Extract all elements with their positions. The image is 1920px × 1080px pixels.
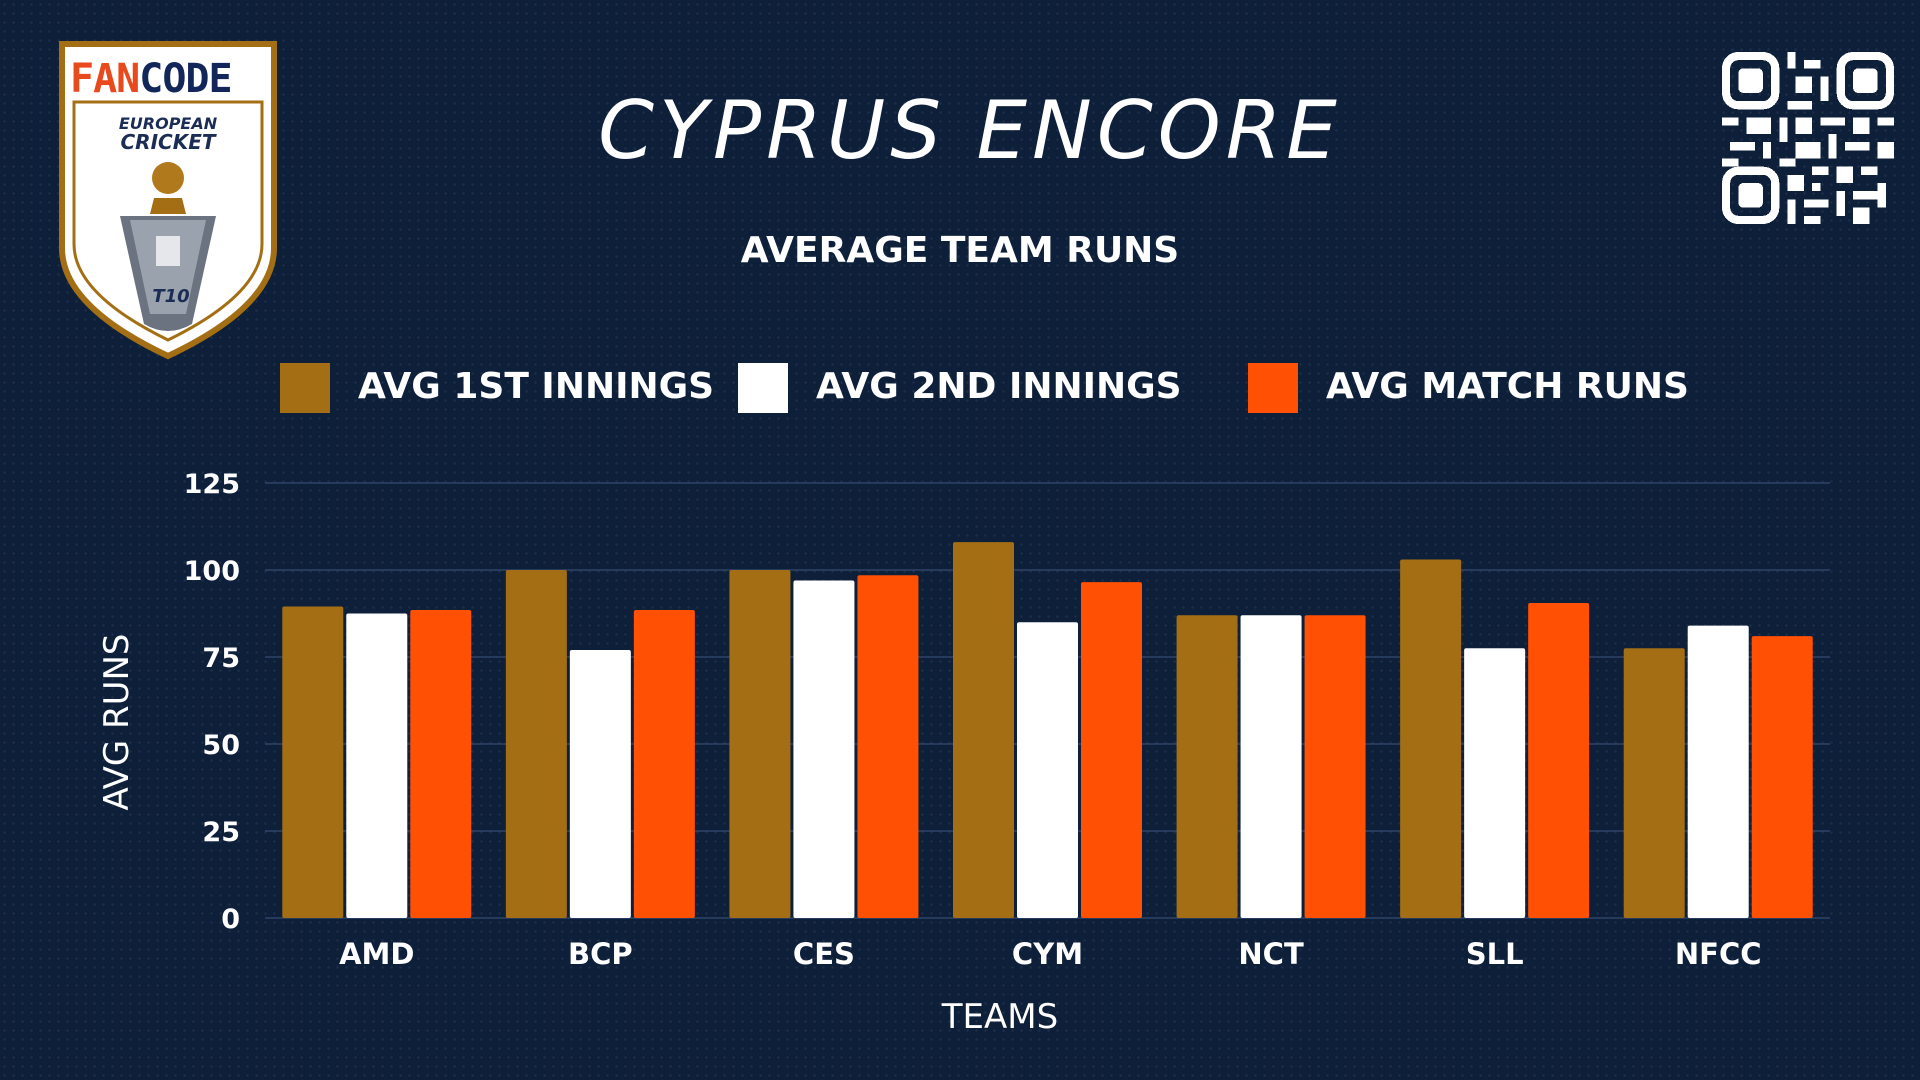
- bar: [1751, 636, 1813, 918]
- bar: [346, 613, 408, 918]
- qr-code-icon: [1722, 52, 1894, 224]
- x-tick-label: NFCC: [1675, 937, 1762, 971]
- x-tick-label: AMD: [339, 937, 414, 971]
- bar: [1464, 648, 1526, 918]
- fancode-wordmark: FANCODE: [70, 56, 233, 102]
- y-tick-label: 125: [184, 469, 240, 500]
- x-tick-label: CYM: [1012, 937, 1083, 971]
- fancode-european-cricket-logo: FANCODE EUROPEAN CRICKET T10: [56, 38, 280, 362]
- bar: [1017, 622, 1078, 918]
- bar: [1176, 615, 1238, 918]
- y-tick-label: 25: [202, 817, 240, 848]
- x-tick-label: SLL: [1466, 937, 1524, 971]
- x-axis-title: TEAMS: [941, 997, 1058, 1037]
- x-tick-label: NCT: [1238, 937, 1304, 971]
- bar: [410, 610, 472, 918]
- legend-swatch-gold: [280, 363, 330, 413]
- bar: [282, 606, 344, 918]
- page-title: CYPRUS ENCORE: [598, 84, 1342, 177]
- logo-line-european: EUROPEAN: [118, 114, 218, 133]
- x-tick-label: CES: [793, 937, 855, 971]
- bar: [953, 542, 1014, 918]
- y-tick-label: 75: [202, 643, 240, 674]
- legend-swatch-white: [738, 363, 788, 413]
- logo-badge-t10: T10: [152, 286, 190, 307]
- chart-subtitle: AVERAGE TEAM RUNS: [740, 230, 1180, 271]
- bar: [1623, 648, 1685, 918]
- bar: [793, 580, 855, 918]
- legend-swatch-orange: [1248, 363, 1298, 413]
- y-tick-label: 0: [221, 904, 240, 935]
- y-tick-label: 50: [202, 730, 240, 761]
- bar: [1400, 559, 1462, 918]
- legend-label: AVG MATCH RUNS: [1326, 366, 1689, 407]
- bar: [569, 650, 631, 918]
- bar: [729, 570, 791, 918]
- x-tick-label: BCP: [568, 937, 633, 971]
- bar: [1240, 615, 1302, 918]
- bar: [1081, 582, 1142, 918]
- bar: [1528, 603, 1590, 918]
- shield-trophy-logo: [59, 41, 277, 360]
- bar: [1304, 615, 1366, 918]
- y-tick-label: 100: [184, 556, 240, 587]
- bar: [633, 610, 695, 918]
- logo-line-cricket: CRICKET: [120, 130, 216, 154]
- y-axis-title: AVG RUNS: [97, 633, 137, 810]
- legend-label: AVG 1ST INNINGS: [358, 366, 715, 407]
- bar: [857, 575, 919, 918]
- bar: [505, 570, 567, 918]
- bar: [1687, 625, 1749, 918]
- legend-label: AVG 2ND INNINGS: [816, 366, 1182, 407]
